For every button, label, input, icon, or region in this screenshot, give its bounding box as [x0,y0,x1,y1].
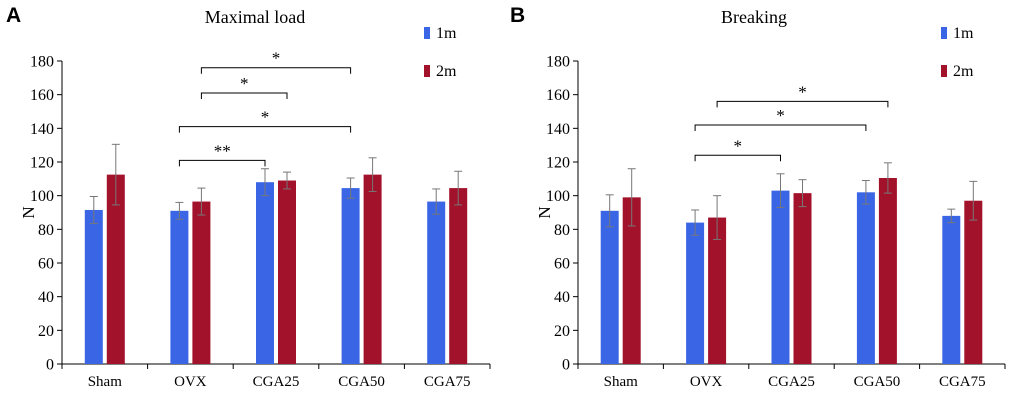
y-tick-label: 60 [38,256,54,273]
bar-1m-CGA25 [256,182,274,364]
bar-2m-CGA75 [449,188,468,364]
panel-letter-a: A [6,4,22,27]
significance-bracket [200,67,352,74]
x-tick-label: CGA25 [768,374,815,390]
bar-1m-OVX [170,210,189,364]
bar-1m-Sham [84,209,103,364]
y-tick-label: 140 [30,121,54,138]
x-tick-label: OVX [690,374,723,390]
significance-label: * [261,108,270,127]
legend-label-1m: 1m [953,25,974,42]
bar-2m-CGA25 [278,180,296,364]
significance-label: * [734,136,743,155]
y-tick-label: 120 [546,155,570,172]
panel-letter-b: B [510,4,526,27]
y-tick-label: 180 [546,54,570,71]
bar-2m-CGA25 [793,193,812,364]
legend-label-2m: 2m [436,63,457,80]
bar-1m-Sham [600,210,619,364]
significance-bracket [178,126,352,133]
chart-maximal-load: Maximal load N 0 20 40 60 80 100 120 140 160 180 Sha… [19,7,491,390]
bar-1m-CGA75 [427,201,446,364]
y-tick-label: 180 [30,54,54,71]
bar-2m-OVX [708,217,727,364]
y-tick-label: 20 [38,323,54,340]
y-tick-label: 100 [30,188,54,205]
legend-swatch-2m [941,65,947,77]
significance-label: * [798,82,807,101]
significance-label: ** [214,141,231,160]
bar-2m-OVX [192,201,211,364]
bar-2m-CGA75 [964,200,983,364]
bar-2m-Sham [622,197,641,364]
y-axis-label: N [535,206,554,218]
y-tick-label: 160 [546,87,570,104]
bar-1m-CGA25 [771,190,790,364]
x-tick-label: Sham [604,374,639,390]
y-tick-label: 60 [554,256,570,273]
x-tick-label: CGA50 [338,374,385,390]
significance-label: * [272,49,281,68]
y-axis-label: N [19,206,38,218]
bar-1m-CGA50 [341,188,360,364]
significance-label: * [776,106,785,125]
x-tick-label: CGA75 [939,374,986,390]
x-tick-label: CGA50 [854,374,901,390]
bar-1m-CGA75 [942,215,961,364]
y-tick-label: 140 [546,121,570,138]
y-tick-label: 40 [38,289,54,306]
legend-swatch-2m [424,65,430,77]
bar-2m-CGA50 [363,174,382,364]
y-tick-label: 80 [38,222,54,239]
y-tick-label: 0 [46,357,54,374]
legend-label-2m: 2m [953,63,974,80]
y-tick-label: 100 [546,188,570,205]
y-tick-label: 120 [30,155,54,172]
x-tick-label: CGA25 [253,374,300,390]
y-tick-label: 80 [554,222,570,239]
bar-1m-OVX [686,222,705,364]
y-tick-label: 0 [562,357,570,374]
legend-swatch-1m [941,27,947,39]
bar-2m-Sham [106,174,125,364]
x-tick-label: OVX [174,374,207,390]
significance-label: * [240,74,249,93]
significance-bracket [716,100,889,108]
significance-bracket [178,159,266,167]
bar-1m-CGA50 [856,192,875,364]
x-tick-label: Sham [88,374,123,390]
x-tick-label: CGA75 [424,374,471,390]
chart-title: Maximal load [205,7,305,27]
y-tick-label: 40 [554,289,570,306]
y-tick-label: 20 [554,323,570,340]
significance-bracket [694,124,867,131]
significance-bracket [200,92,288,99]
bar-2m-CGA50 [878,177,897,364]
legend-swatch-1m [424,27,430,39]
y-tick-label: 160 [30,87,54,104]
significance-bracket [694,154,781,162]
chart-title: Breaking [721,7,787,27]
legend-label-1m: 1m [436,25,457,42]
chart-breaking: Breaking N 0 20 40 60 80 100 120 140 160 180 Sham OVX… [535,7,1006,390]
